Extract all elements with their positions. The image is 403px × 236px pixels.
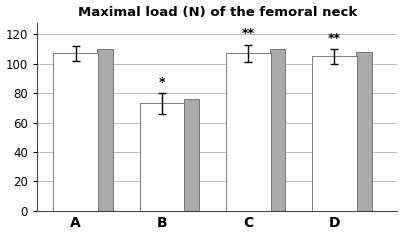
Text: *: * (159, 76, 165, 89)
Text: **: ** (242, 27, 255, 40)
Bar (53, 53, 98, 211)
Bar (139, 103, 185, 211)
Bar (98, 49, 113, 211)
Bar (184, 99, 199, 211)
Text: **: ** (328, 32, 341, 45)
Title: Maximal load (N) of the femoral neck: Maximal load (N) of the femoral neck (77, 6, 357, 19)
Bar (356, 52, 372, 211)
Bar (270, 49, 285, 211)
Bar (226, 53, 271, 211)
Bar (312, 56, 357, 211)
